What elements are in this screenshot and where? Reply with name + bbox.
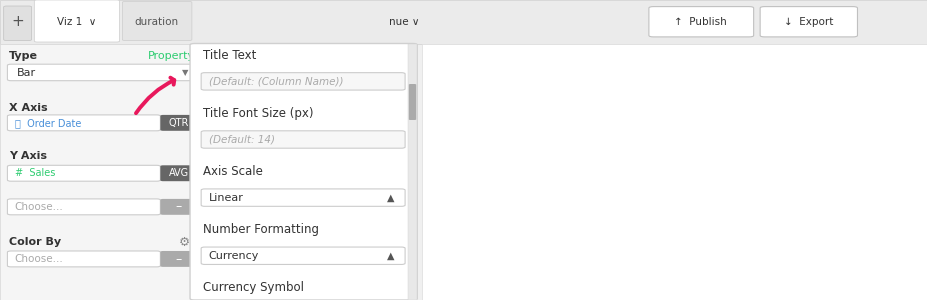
Bar (597, 202, 628, 300)
Text: Number Formatting: Number Formatting (203, 224, 319, 236)
Text: Color By: Color By (9, 237, 61, 247)
Text: ▲: ▲ (387, 193, 395, 202)
Text: Currency: Currency (209, 251, 259, 261)
Text: +: + (11, 14, 24, 29)
Text: Axis Scale: Axis Scale (203, 165, 263, 178)
Bar (556, 201, 586, 300)
Text: Title Font Size (px): Title Font Size (px) (203, 107, 313, 120)
Bar (432, 149, 462, 300)
Text: duration: duration (134, 17, 179, 27)
Bar (680, 191, 710, 300)
Text: Linear: Linear (209, 193, 244, 202)
Text: $494.7: $494.7 (597, 191, 628, 200)
Text: $477.9: $477.9 (514, 205, 544, 214)
Text: $532.0: $532.0 (639, 161, 668, 170)
Text: ↓  Export: ↓ Export (783, 17, 833, 27)
Text: Viz 1  ∨: Viz 1 ∨ (57, 17, 96, 27)
Text: AVG: AVG (169, 168, 189, 178)
Text: Title Text: Title Text (203, 49, 257, 62)
Text: QTR: QTR (169, 118, 189, 128)
Text: $560.2: $560.2 (432, 139, 462, 148)
Text: #  Sales: # Sales (15, 168, 56, 178)
Bar (887, 200, 917, 300)
Bar (845, 241, 876, 300)
Text: Choose...: Choose... (15, 254, 64, 264)
Text: ▲: ▲ (387, 251, 395, 261)
Text: Y Axis: Y Axis (9, 151, 47, 161)
Bar (639, 172, 668, 300)
Text: Choose...: Choose... (15, 202, 64, 212)
Text: ↑  Publish: ↑ Publish (675, 17, 727, 27)
Text: Bar: Bar (17, 68, 36, 78)
Text: ▼: ▼ (182, 68, 188, 77)
Text: $497.1: $497.1 (887, 189, 917, 198)
Text: $471.9: $471.9 (721, 210, 752, 219)
Text: 📅  Order Date: 📅 Order Date (15, 118, 82, 128)
Text: nue ∨: nue ∨ (388, 17, 419, 27)
Text: Currency Symbol: Currency Symbol (203, 281, 304, 295)
Text: (Default: 14): (Default: 14) (209, 134, 274, 145)
Text: $482.9: $482.9 (473, 201, 503, 210)
Text: –: – (176, 200, 182, 214)
Text: $507.8: $507.8 (680, 181, 710, 190)
Text: (Default: (Column Name)): (Default: (Column Name)) (209, 76, 343, 86)
Text: $487.7: $487.7 (763, 197, 793, 206)
Text: –: – (176, 253, 182, 266)
Text: $495.8: $495.8 (556, 190, 586, 200)
Bar (805, 194, 834, 300)
Text: Property: Property (147, 50, 195, 61)
Bar (473, 211, 503, 300)
Text: ⚙: ⚙ (179, 236, 190, 248)
Text: X Axis: X Axis (9, 103, 48, 112)
Bar (514, 215, 544, 300)
Bar (721, 220, 752, 300)
Text: Type: Type (9, 50, 38, 61)
Text: $504.9: $504.9 (805, 183, 834, 192)
Bar (763, 207, 793, 300)
Text: $445.8: $445.8 (845, 231, 876, 240)
